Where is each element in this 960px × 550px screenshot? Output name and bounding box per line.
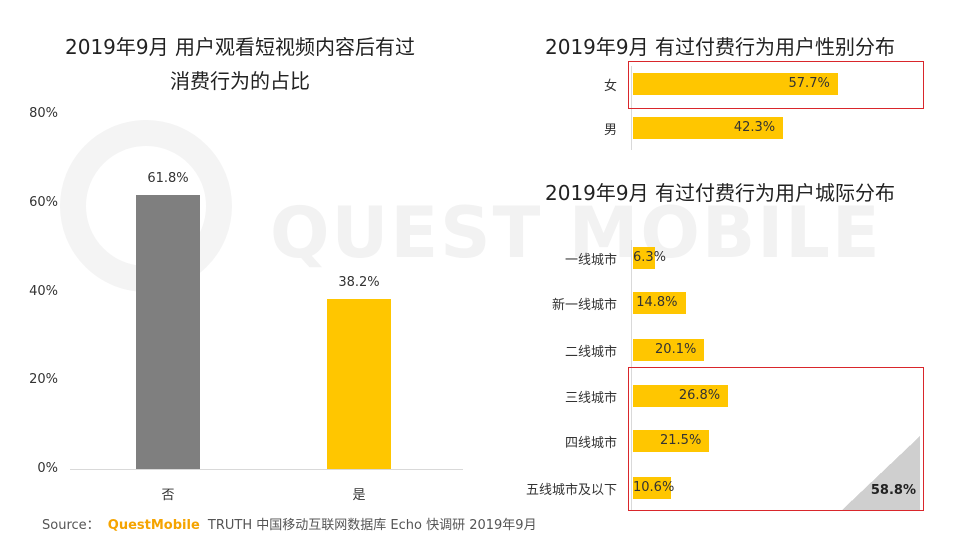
chart1-y-tick: 20% <box>29 372 58 388</box>
chart1-data-label: 61.8% <box>147 170 189 186</box>
chart1-x-axis <box>70 469 463 470</box>
chart2-data-label: 57.7% <box>788 76 830 91</box>
chart2-category-label: 男 <box>603 123 617 138</box>
chart3-data-label: 21.5% <box>660 433 702 448</box>
chart1-title-line1: 2019年9月 用户观看短视频内容后有过 <box>65 35 415 59</box>
chart2-bar <box>633 117 784 139</box>
source-line: Source： QuestMobile TRUTH 中国移动互联网数据库 Ech… <box>42 514 537 533</box>
chart1-y-tick: 60% <box>29 194 58 210</box>
chart3-title: 2019年9月 有过付费行为用户城际分布 <box>545 181 895 205</box>
source-brand: QuestMobile <box>107 518 200 533</box>
chart1-y-tick: 40% <box>29 283 58 299</box>
city-tier-highlight-box <box>628 367 924 511</box>
chart3-data-label: 26.8% <box>678 388 721 403</box>
chart3-bar <box>633 430 710 452</box>
chart3-category-label: 新一线城市 <box>551 298 617 313</box>
chart3-category-label: 一线城市 <box>564 253 617 268</box>
watermark-text: QUEST MOBILE <box>270 192 882 274</box>
highlight-total-label: 58.8% <box>870 483 916 498</box>
chart1-bar <box>136 194 200 469</box>
chart1-category-label: 否 <box>161 488 175 503</box>
chart3-data-label: 6.3% <box>633 250 666 265</box>
chart3-bar <box>633 339 705 361</box>
chart3-category-label: 四线城市 <box>564 436 617 451</box>
chart3-y-axis <box>631 240 632 510</box>
chart2-title: 2019年9月 有过付费行为用户性别分布 <box>545 35 895 59</box>
chart3-bar <box>633 247 656 269</box>
chart3-category-label: 五线城市及以下 <box>525 483 617 498</box>
chart3-category-label: 三线城市 <box>564 391 617 406</box>
highlight-corner <box>842 436 920 510</box>
chart1-data-label: 38.2% <box>338 275 380 291</box>
gender-highlight-box <box>628 61 924 109</box>
chart1-category-label: 是 <box>352 488 366 503</box>
source-prefix: Source： <box>42 518 100 533</box>
chart2-bar <box>633 73 838 95</box>
chart3-data-label: 20.1% <box>655 342 697 357</box>
chart3-bar <box>633 292 686 314</box>
chart3-bar <box>633 477 671 499</box>
chart1-title: 2019年9月 用户观看短视频内容后有过 消费行为的占比 <box>30 30 450 98</box>
chart3-category-label: 二线城市 <box>564 345 617 360</box>
chart1-y-tick: 80% <box>29 106 58 121</box>
chart2-category-label: 女 <box>603 79 617 94</box>
chart3-bar <box>633 385 729 407</box>
source-text: TRUTH 中国移动互联网数据库 Echo 快调研 2019年9月 <box>207 518 537 533</box>
chart1-bar <box>327 299 391 469</box>
chart3-data-label: 14.8% <box>636 295 678 310</box>
chart1-title-line2: 消费行为的占比 <box>170 69 310 93</box>
chart1-y-tick: 0% <box>37 461 58 476</box>
chart2-data-label: 42.3% <box>733 120 776 135</box>
